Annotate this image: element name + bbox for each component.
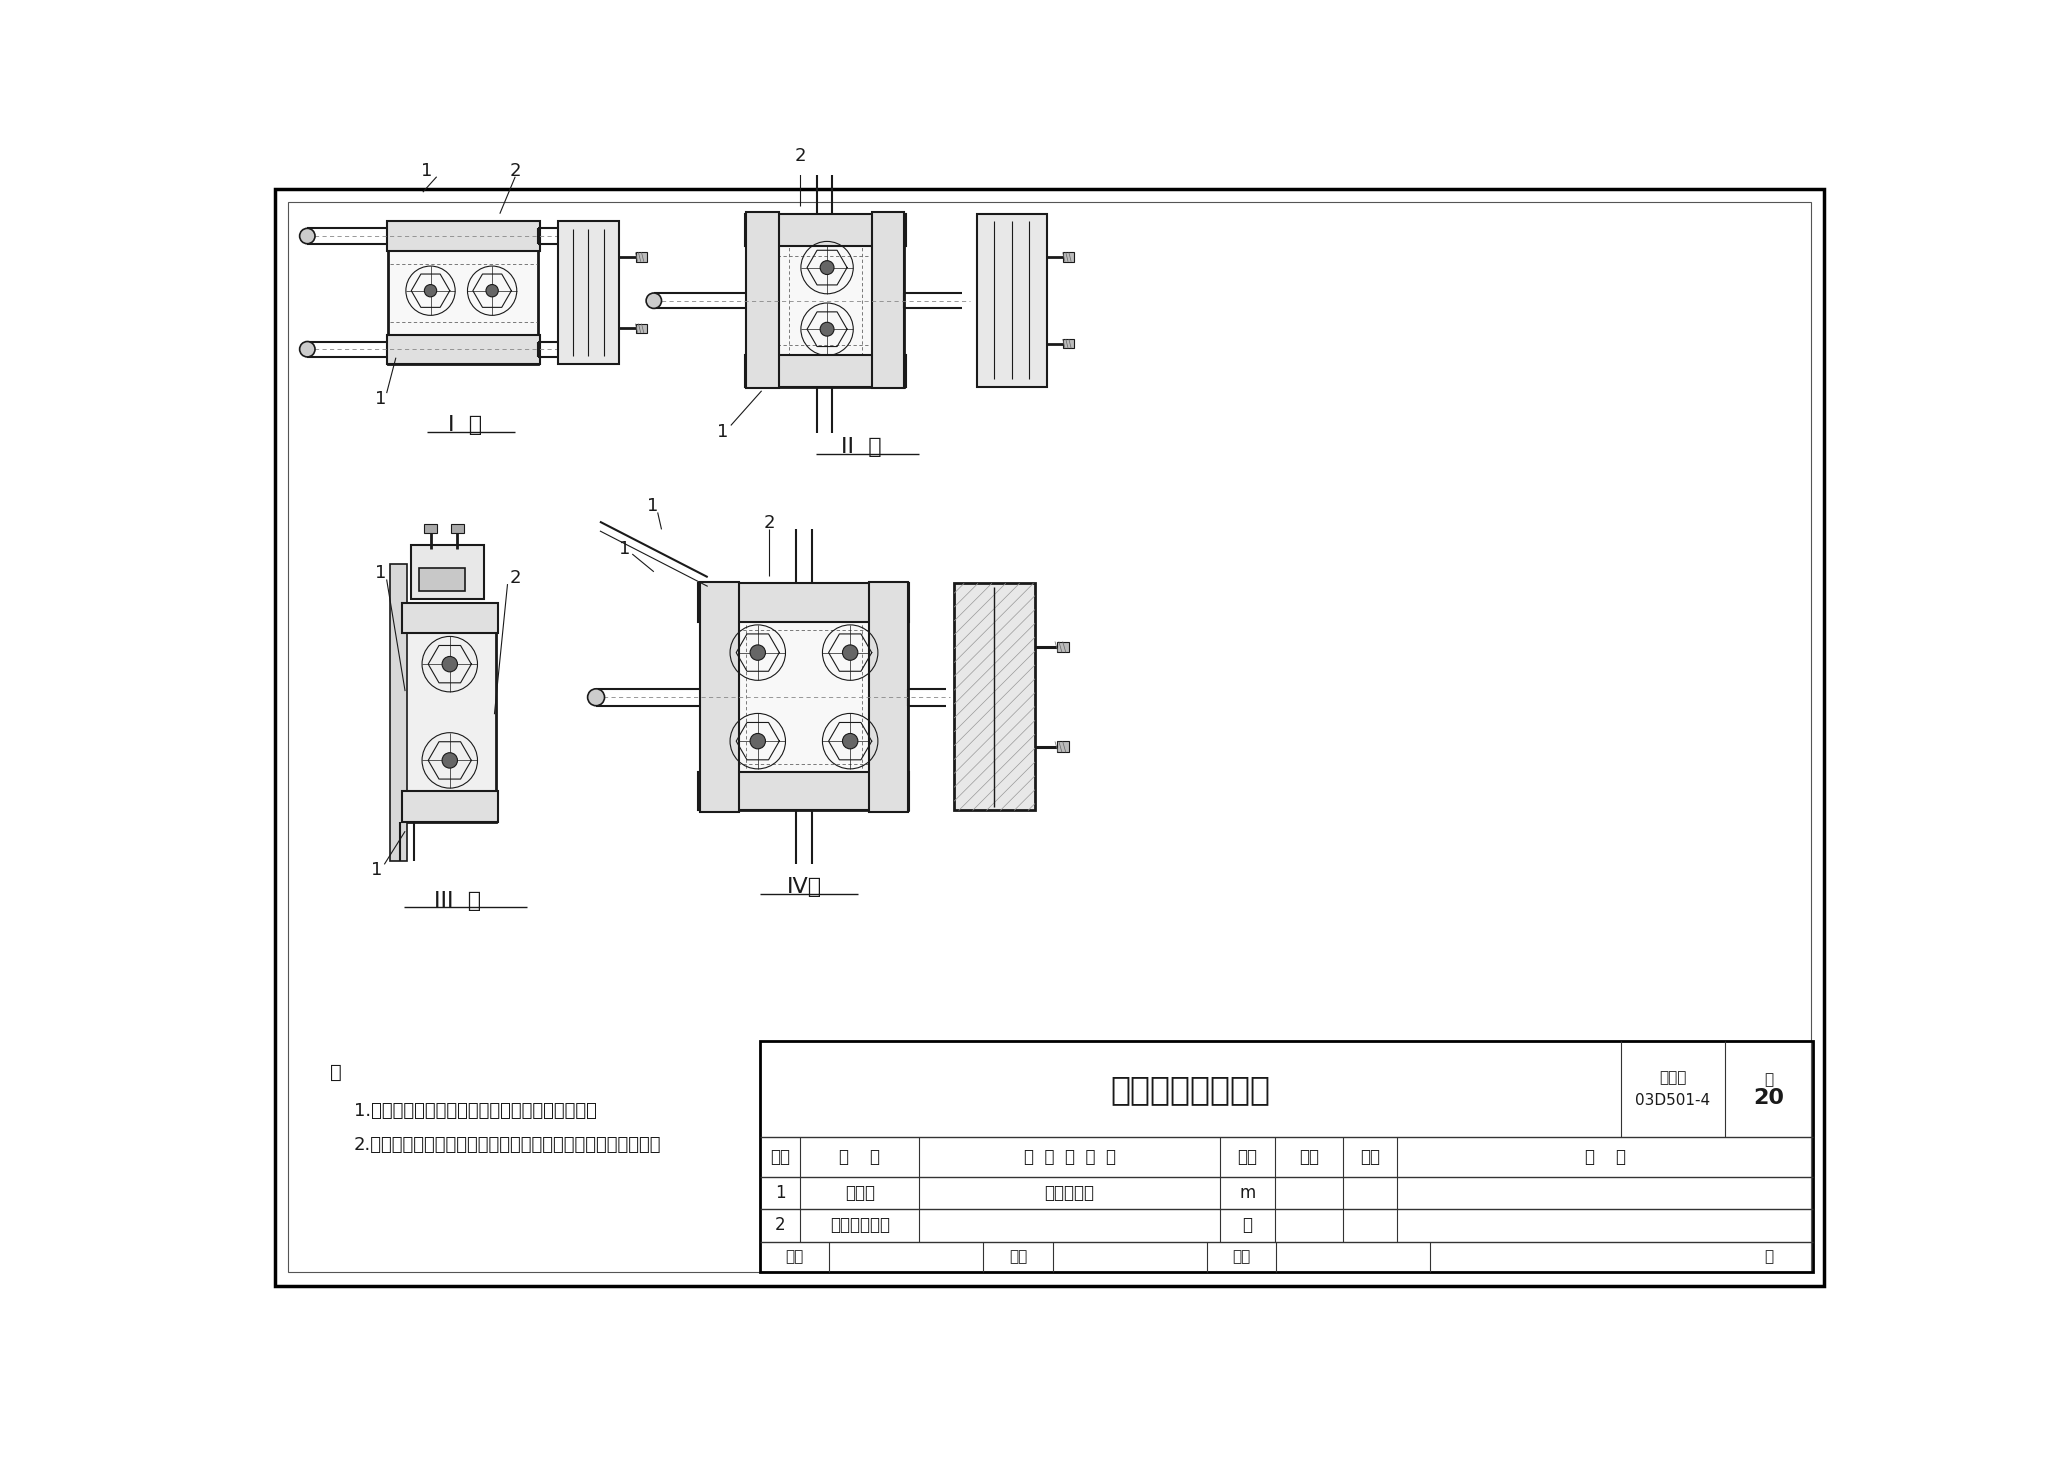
Text: I  型: I 型 [449, 416, 481, 435]
Text: II  型: II 型 [842, 437, 883, 457]
Text: m: m [1239, 1184, 1255, 1202]
Bar [387, 222, 541, 251]
Text: 1: 1 [375, 564, 387, 583]
Text: 型  号  及  规  格: 型 号 及 规 格 [1024, 1148, 1116, 1167]
Text: 1: 1 [371, 861, 383, 879]
Text: 接地线连接（二）: 接地线连接（二） [1110, 1073, 1270, 1105]
Text: 单位: 单位 [1237, 1148, 1257, 1167]
Circle shape [588, 689, 604, 705]
Bar [700, 584, 907, 810]
Text: IV型: IV型 [786, 877, 821, 898]
Bar [745, 212, 778, 388]
Bar [745, 213, 905, 247]
Circle shape [819, 261, 834, 274]
Bar [745, 355, 905, 387]
Text: 接地线连接器: 接地线连接器 [829, 1216, 889, 1235]
Bar [1063, 253, 1075, 261]
Circle shape [842, 645, 858, 660]
Text: 接地线: 接地线 [844, 1184, 874, 1202]
Text: 设计: 设计 [1233, 1250, 1251, 1264]
Text: 见工程设计: 见工程设计 [1044, 1184, 1094, 1202]
Bar [872, 212, 903, 388]
Bar [401, 791, 498, 822]
Bar [977, 213, 1047, 387]
Bar [401, 603, 498, 634]
Bar [637, 324, 647, 333]
Bar [700, 581, 739, 812]
Bar [389, 564, 408, 860]
Bar [387, 334, 541, 364]
Bar [557, 222, 618, 364]
Bar [389, 222, 539, 364]
Bar [698, 772, 909, 810]
Text: 序号: 序号 [770, 1148, 791, 1167]
Bar [1063, 339, 1075, 349]
Text: 2: 2 [510, 162, 520, 181]
Text: 1: 1 [375, 390, 387, 407]
Text: 2.接地线连接器的型号、规格根据使用要求选用专业厂家产品。: 2.接地线连接器的型号、规格根据使用要求选用专业厂家产品。 [354, 1136, 662, 1155]
Text: 注: 注 [330, 1063, 342, 1082]
Circle shape [442, 753, 457, 768]
Text: 数量: 数量 [1298, 1148, 1319, 1167]
Bar [451, 524, 463, 533]
Text: 页: 页 [1765, 1250, 1774, 1264]
Circle shape [299, 228, 315, 244]
Circle shape [842, 733, 858, 749]
Bar [420, 568, 465, 591]
Bar [1057, 641, 1069, 653]
Circle shape [645, 293, 662, 308]
Circle shape [750, 733, 766, 749]
Circle shape [819, 323, 834, 336]
Bar [637, 253, 647, 261]
Text: 2: 2 [774, 1216, 786, 1235]
Text: 1: 1 [618, 540, 631, 558]
Text: 备    注: 备 注 [1585, 1148, 1626, 1167]
Circle shape [485, 285, 498, 296]
Text: III  型: III 型 [434, 891, 481, 911]
Bar [403, 603, 496, 822]
Text: 图集号: 图集号 [1659, 1070, 1688, 1085]
Text: 1: 1 [717, 422, 729, 441]
Text: 2: 2 [764, 514, 774, 533]
Text: 1: 1 [647, 498, 657, 515]
Bar [424, 524, 436, 533]
Text: 1.接地线连接方式的选择，由具体工程设计确定。: 1.接地线连接方式的选择，由具体工程设计确定。 [354, 1102, 596, 1120]
Bar [760, 1041, 1812, 1273]
Text: 个: 个 [1243, 1216, 1253, 1235]
Text: 页: 页 [1765, 1073, 1774, 1088]
Text: 校对: 校对 [1010, 1250, 1028, 1264]
Circle shape [299, 342, 315, 356]
Text: 03D501-4: 03D501-4 [1636, 1094, 1710, 1108]
Bar [745, 213, 903, 387]
Text: 1: 1 [422, 162, 432, 181]
Text: 审核: 审核 [786, 1250, 805, 1264]
Bar [698, 584, 909, 622]
Text: 20: 20 [1753, 1089, 1784, 1108]
Text: 1: 1 [774, 1184, 786, 1202]
Text: 名    称: 名 称 [840, 1148, 881, 1167]
Text: 页次: 页次 [1360, 1148, 1380, 1167]
Bar [954, 584, 1034, 810]
Bar [412, 545, 485, 599]
Circle shape [424, 285, 436, 296]
Circle shape [750, 645, 766, 660]
Text: 2: 2 [795, 147, 805, 165]
Bar [870, 581, 907, 812]
Bar [1057, 742, 1069, 752]
Text: 2: 2 [510, 569, 520, 587]
Circle shape [442, 657, 457, 672]
